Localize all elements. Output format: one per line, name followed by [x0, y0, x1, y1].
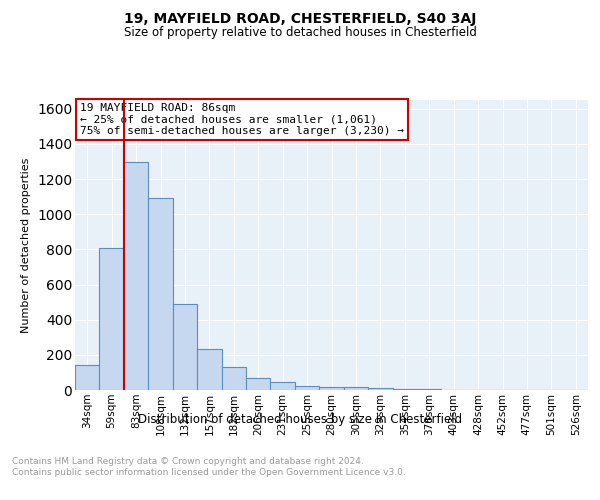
Bar — [124, 162, 148, 390]
Bar — [197, 348, 221, 390]
Bar — [221, 367, 246, 390]
Bar — [368, 388, 392, 390]
Text: Size of property relative to detached houses in Chesterfield: Size of property relative to detached ho… — [124, 26, 476, 39]
Text: 19, MAYFIELD ROAD, CHESTERFIELD, S40 3AJ: 19, MAYFIELD ROAD, CHESTERFIELD, S40 3AJ — [124, 12, 476, 26]
Text: Distribution of detached houses by size in Chesterfield: Distribution of detached houses by size … — [138, 412, 462, 426]
Text: 19 MAYFIELD ROAD: 86sqm
← 25% of detached houses are smaller (1,061)
75% of semi: 19 MAYFIELD ROAD: 86sqm ← 25% of detache… — [80, 103, 404, 136]
Bar — [75, 366, 100, 390]
Bar — [344, 388, 368, 390]
Y-axis label: Number of detached properties: Number of detached properties — [22, 158, 31, 332]
Bar — [246, 378, 271, 390]
Bar — [173, 304, 197, 390]
Text: Contains HM Land Registry data © Crown copyright and database right 2024.
Contai: Contains HM Land Registry data © Crown c… — [12, 458, 406, 477]
Bar — [148, 198, 173, 390]
Bar — [295, 386, 319, 390]
Bar — [319, 388, 344, 390]
Bar — [100, 248, 124, 390]
Bar — [271, 382, 295, 390]
